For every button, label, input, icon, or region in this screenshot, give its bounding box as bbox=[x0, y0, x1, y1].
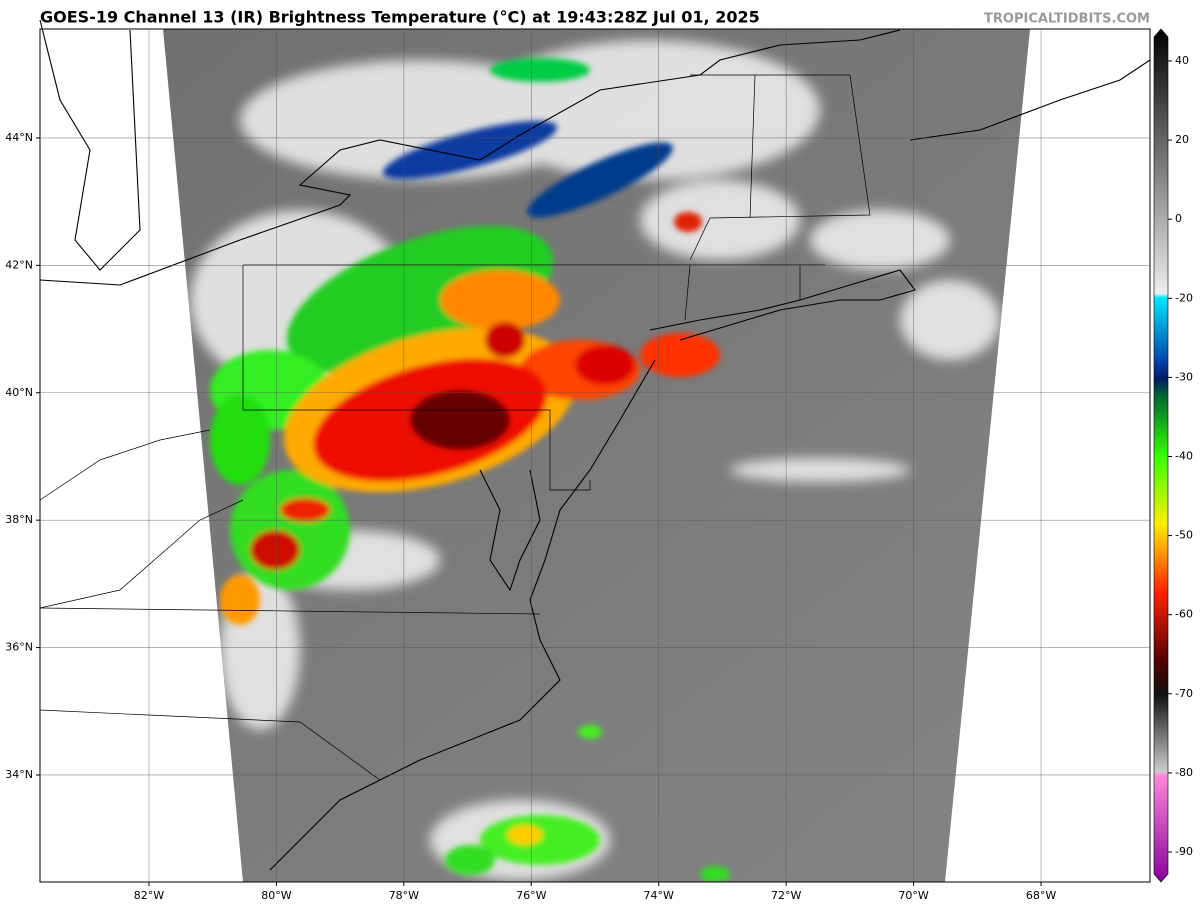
x-tick-label: 82°W bbox=[134, 889, 164, 902]
colorbar-tick-label: -20 bbox=[1175, 291, 1193, 304]
x-tick-label: 76°W bbox=[516, 889, 546, 902]
colorbar-tick-label: -30 bbox=[1175, 370, 1193, 383]
graticule: 82°W 80°W 78°W 76°W 74°W 72°W 70°W 68°W 44°N 42°N… bbox=[5, 29, 1150, 902]
title: GOES-19 Channel 13 (IR) Brightness Tempe… bbox=[40, 8, 760, 27]
x-tick-label: 80°W bbox=[261, 889, 291, 902]
y-tick-label: 40°N bbox=[5, 386, 33, 399]
colorbar-tick-label: -70 bbox=[1175, 687, 1193, 700]
colorbar: 40 20 0 -20 -30 -40 -50 -60 -70 -80 -90 bbox=[1153, 28, 1193, 883]
credit: TROPICALTIDBITS.COM bbox=[984, 12, 1150, 27]
colorbar-tick-label: -40 bbox=[1175, 450, 1193, 463]
y-tick-label: 44°N bbox=[5, 131, 33, 144]
x-tick-label: 72°W bbox=[771, 889, 801, 902]
colorbar-tick-label: -60 bbox=[1175, 608, 1193, 621]
colorbar-tick-label: 0 bbox=[1175, 212, 1182, 225]
coastlines bbox=[39, 19, 1151, 871]
satellite-image bbox=[39, 19, 1151, 883]
x-tick-label: 70°W bbox=[898, 889, 928, 902]
colorbar-tick-label: -50 bbox=[1175, 529, 1193, 542]
x-tick-label: 78°W bbox=[389, 889, 419, 902]
colorbar-scale bbox=[1153, 28, 1169, 883]
colorbar-tick-label: -90 bbox=[1175, 845, 1193, 858]
y-tick-label: 38°N bbox=[5, 513, 33, 526]
state-borders bbox=[39, 74, 871, 781]
colorbar-tick-label: 20 bbox=[1175, 133, 1189, 146]
x-tick-label: 74°W bbox=[644, 889, 674, 902]
colorbar-tick-label: 40 bbox=[1175, 54, 1189, 67]
colorbar-tick-label: -80 bbox=[1175, 766, 1193, 779]
y-tick-label: 36°N bbox=[5, 641, 33, 654]
y-tick-label: 42°N bbox=[5, 258, 33, 271]
x-tick-label: 68°W bbox=[1026, 889, 1056, 902]
y-tick-label: 34°N bbox=[5, 768, 33, 781]
